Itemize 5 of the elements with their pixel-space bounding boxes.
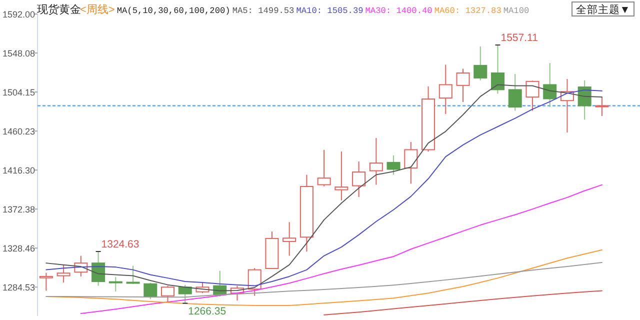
- annotation: 全部主题▼: [576, 3, 630, 16]
- subtitle: <周线>: [80, 4, 115, 16]
- title: 现货黄金: [37, 4, 81, 16]
- button: 全部主题▼: [572, 2, 634, 16]
- annotation: MA(5,10,30,60,100,200): [116, 6, 230, 16]
